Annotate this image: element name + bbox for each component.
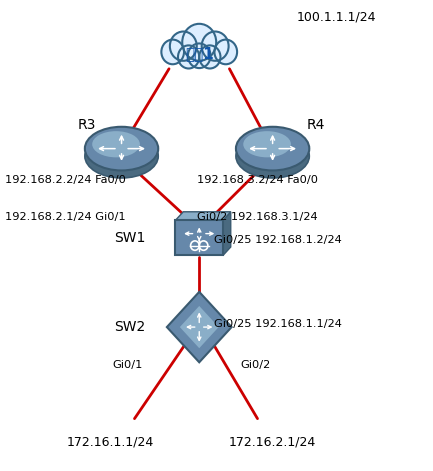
Ellipse shape bbox=[236, 134, 309, 178]
Text: Gi0/25 192.168.1.2/24: Gi0/25 192.168.1.2/24 bbox=[214, 235, 342, 245]
Circle shape bbox=[178, 45, 199, 68]
Text: 192.168.2.1/24 Gi0/1: 192.168.2.1/24 Gi0/1 bbox=[5, 212, 126, 222]
Text: R3: R3 bbox=[78, 118, 96, 132]
Ellipse shape bbox=[243, 131, 291, 157]
Text: 192.168.3.2/24 Fa0/0: 192.168.3.2/24 Fa0/0 bbox=[197, 175, 318, 185]
Circle shape bbox=[182, 24, 216, 61]
Bar bbox=[169, 48, 229, 60]
Text: Gi0/2 192.168.3.1/24: Gi0/2 192.168.3.1/24 bbox=[197, 212, 318, 222]
Text: 172.16.1.1/24: 172.16.1.1/24 bbox=[67, 436, 155, 449]
Ellipse shape bbox=[236, 127, 309, 171]
Text: SW1: SW1 bbox=[114, 231, 146, 245]
Ellipse shape bbox=[92, 131, 140, 157]
Polygon shape bbox=[223, 212, 231, 255]
Polygon shape bbox=[175, 212, 231, 220]
Circle shape bbox=[199, 45, 220, 68]
Text: 192.168.2.2/24 Fa0/0: 192.168.2.2/24 Fa0/0 bbox=[5, 175, 126, 185]
Ellipse shape bbox=[85, 134, 158, 178]
Text: R4: R4 bbox=[307, 118, 325, 132]
Circle shape bbox=[214, 40, 237, 64]
Circle shape bbox=[162, 40, 184, 64]
Text: 100.1.1.1/24: 100.1.1.1/24 bbox=[296, 11, 376, 24]
Text: Gi0/2: Gi0/2 bbox=[240, 360, 271, 370]
Text: 网癹1: 网癹1 bbox=[185, 46, 213, 61]
Text: 172.16.2.1/24: 172.16.2.1/24 bbox=[229, 436, 316, 449]
Polygon shape bbox=[180, 306, 219, 348]
Text: Gi0/1: Gi0/1 bbox=[113, 360, 143, 370]
Polygon shape bbox=[167, 292, 232, 362]
Ellipse shape bbox=[85, 127, 158, 171]
FancyBboxPatch shape bbox=[175, 220, 223, 255]
Circle shape bbox=[170, 32, 197, 61]
Text: SW2: SW2 bbox=[115, 320, 146, 334]
Text: Gi0/25 192.168.1.1/24: Gi0/25 192.168.1.1/24 bbox=[214, 319, 342, 329]
Circle shape bbox=[202, 32, 229, 61]
Circle shape bbox=[188, 43, 210, 68]
